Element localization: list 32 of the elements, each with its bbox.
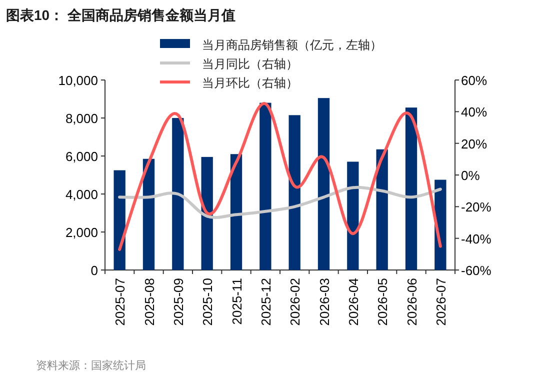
x-tick-label: 2026-05 bbox=[375, 278, 390, 326]
y-tick-label: 4,000 bbox=[65, 187, 98, 202]
y2-tick-label: -60% bbox=[461, 263, 492, 278]
y-tick-label: 2,000 bbox=[65, 225, 98, 240]
y-tick-label: 10,000 bbox=[58, 73, 98, 88]
y-tick-label: 8,000 bbox=[65, 111, 98, 126]
x-tick-label: 2026-06 bbox=[404, 278, 420, 326]
chart-title: 图表10： 全国商品房销售金额当月值 bbox=[6, 7, 236, 23]
x-tick-label: 2025-08 bbox=[142, 278, 157, 326]
line-series bbox=[118, 102, 442, 251]
x-tick-label: 2026-03 bbox=[316, 278, 332, 326]
x-tick-label: 2025-11 bbox=[229, 278, 244, 325]
y2-tick-label: 20% bbox=[461, 136, 488, 152]
line-series bbox=[118, 186, 442, 219]
y-tick-label: 0 bbox=[90, 263, 98, 278]
legend-label: 当月商品房销售额（亿元，左轴） bbox=[202, 38, 382, 52]
x-tick-label: 2025-10 bbox=[200, 278, 216, 326]
x-tick-label: 2026-07 bbox=[433, 278, 448, 326]
x-tick-label: 2025-09 bbox=[170, 278, 186, 326]
y2-tick-label: 40% bbox=[461, 104, 488, 120]
y2-tick-label: 0% bbox=[461, 168, 480, 183]
x-tick-label: 2025-07 bbox=[112, 278, 128, 326]
x-tick-label: 2026-02 bbox=[288, 278, 303, 326]
text: 资料来源：国家统计局 bbox=[36, 359, 146, 372]
y-tick-label: 6,000 bbox=[65, 149, 98, 164]
y2-tick-label: 60% bbox=[461, 73, 488, 88]
y2-tick-label: -20% bbox=[461, 200, 492, 215]
x-tick-label: 2026-04 bbox=[346, 278, 361, 326]
y2-tick-label: -40% bbox=[461, 231, 492, 246]
legend-label: 当月同比（右轴） bbox=[202, 57, 298, 71]
legend-label: 当月环比（右轴） bbox=[202, 76, 298, 90]
x-tick-label: 2025-12 bbox=[258, 278, 274, 326]
